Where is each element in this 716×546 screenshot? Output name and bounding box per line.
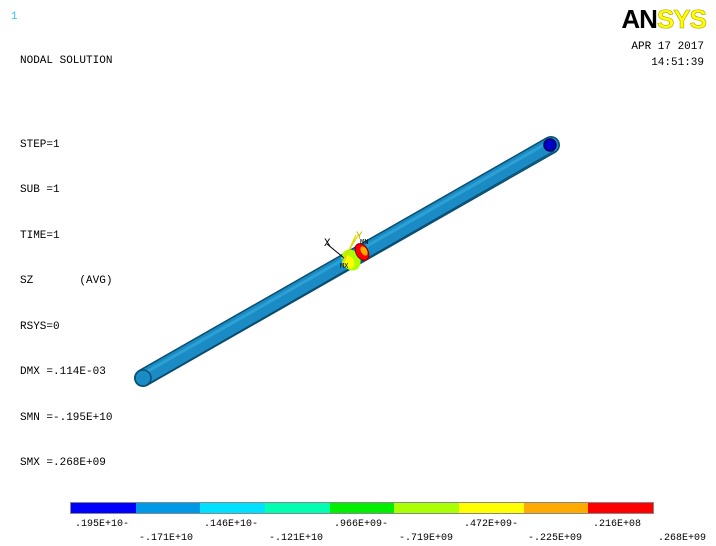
legend-band	[459, 503, 524, 513]
legend-band	[71, 503, 136, 513]
legend-band	[588, 503, 654, 513]
info-sub: SUB =1	[20, 184, 60, 196]
legend-label: .146E+10-	[203, 519, 259, 530]
contour-legend-bar	[70, 502, 654, 514]
legend-band	[523, 503, 589, 513]
legend-label: .216E+08	[592, 519, 642, 530]
legend-label: .268E+09	[657, 533, 707, 544]
legend-label: -.121E+10	[268, 533, 324, 544]
legend-label: -.171E+10	[138, 533, 194, 544]
info-step: STEP=1	[20, 138, 60, 151]
solution-title: NODAL SOLUTION	[20, 55, 113, 67]
info-rsys: RSYS=0	[20, 320, 60, 333]
legend-label: .472E+09-	[463, 519, 519, 530]
rod-left-end	[134, 369, 152, 387]
triad-mx-label: MX	[340, 263, 349, 271]
legend-label: -.225E+09	[527, 533, 583, 544]
solution-info: NODAL SOLUTION STEP=1 SUB =1 TIME=1 SZ (…	[20, 24, 112, 487]
info-time: TIME=1	[20, 229, 60, 242]
ansys-logo: ANSYS	[621, 4, 708, 35]
time-label: 14:51:39	[651, 57, 704, 69]
triad-x-label: X	[324, 238, 331, 250]
triad-mn-label: MN	[360, 239, 368, 247]
info-component: SZ (AVG)	[20, 275, 113, 287]
legend-band	[329, 503, 395, 513]
rod-right-end	[543, 138, 557, 152]
window-number: 1	[11, 11, 18, 23]
legend-band	[394, 503, 460, 513]
axis-triad: X Y MN MX	[324, 231, 368, 271]
info-smn: SMN =-.195E+10	[20, 411, 113, 424]
legend-band	[135, 503, 201, 513]
info-smx: SMX =.268E+09	[20, 457, 106, 469]
legend-label: .966E+09-	[333, 519, 389, 530]
info-dmx: DMX =.114E-03	[20, 366, 106, 378]
legend-label: -.719E+09	[398, 533, 454, 544]
logo-part1: AN	[621, 4, 658, 34]
legend-band	[200, 503, 266, 513]
logo-part2: SYS	[656, 4, 708, 35]
legend-band	[265, 503, 330, 513]
timestamp: APR 17 2017 14:51:39	[631, 40, 704, 72]
legend-label: .195E+10-	[74, 519, 130, 530]
triad-y-label: Y	[356, 231, 363, 243]
date-label: APR 17 2017	[631, 41, 704, 53]
